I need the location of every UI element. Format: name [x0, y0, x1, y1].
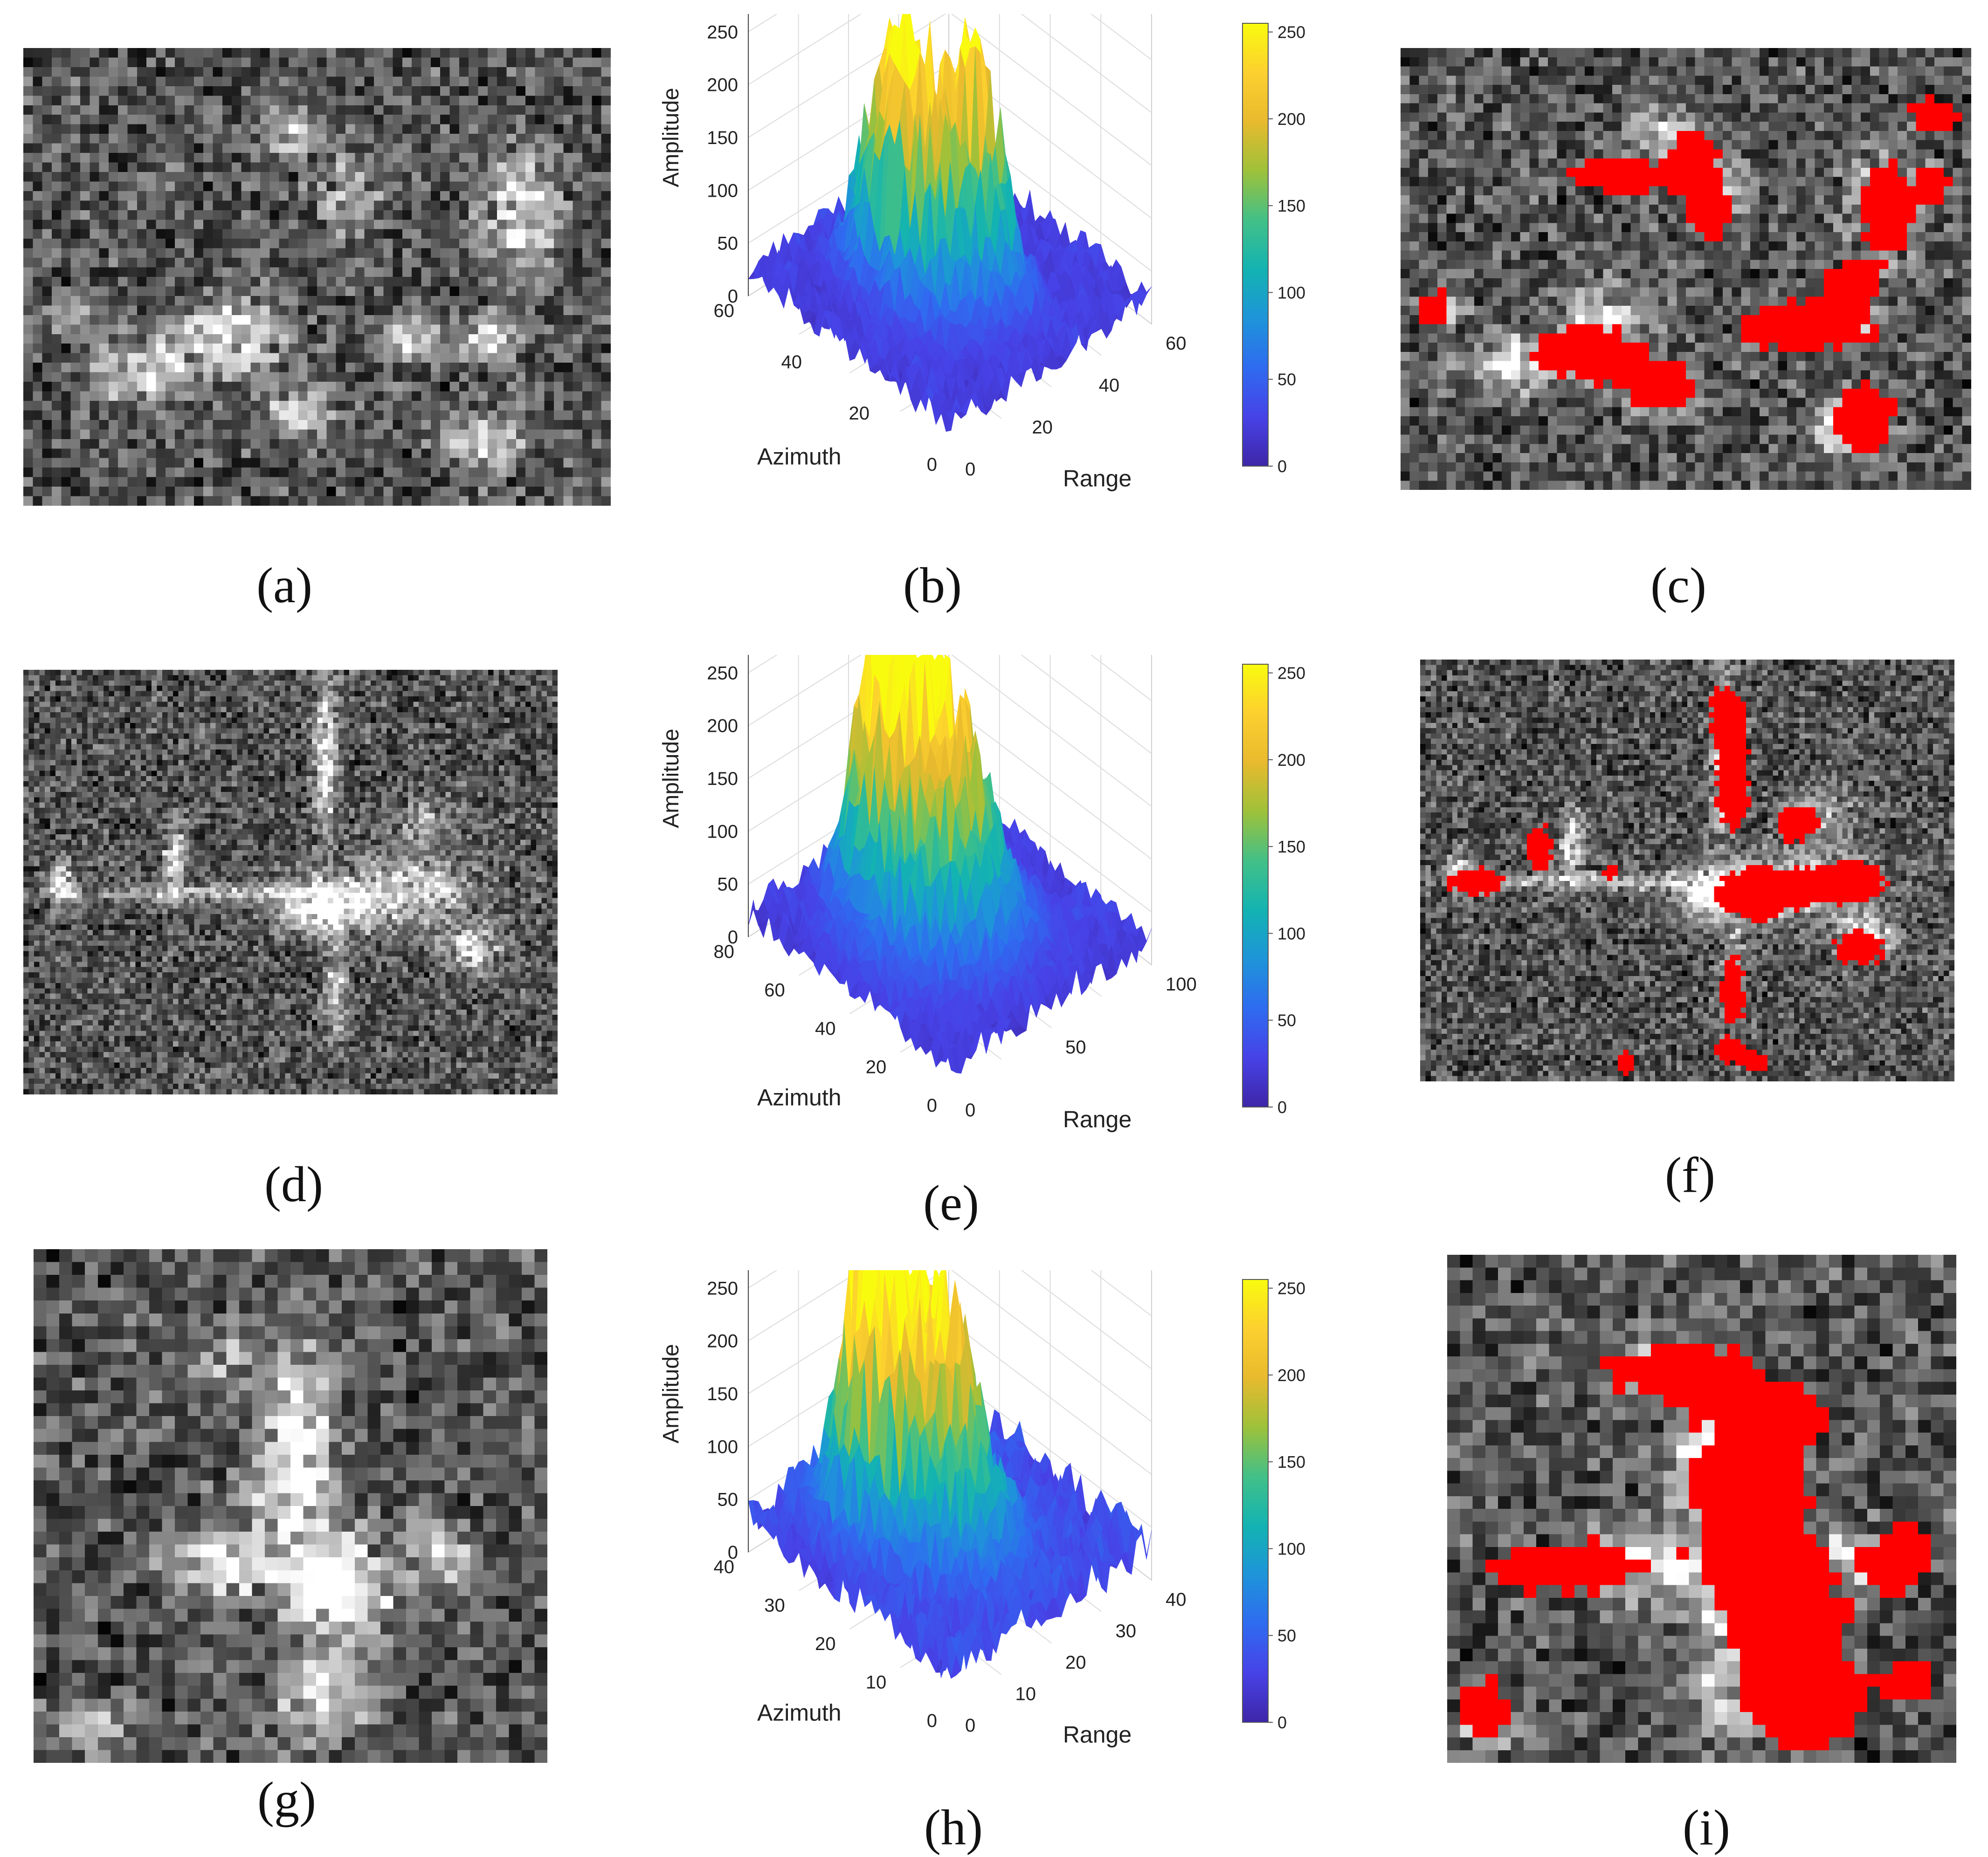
colorbar-tick-label: 250: [1277, 1279, 1305, 1298]
range-tick-label: 20: [1032, 417, 1053, 438]
azimuth-tick-label: 10: [866, 1672, 887, 1693]
sar-image-d: [23, 670, 558, 1094]
range-axis-label: Range: [1063, 466, 1132, 492]
colorbar-tick-label: 50: [1277, 1011, 1296, 1030]
range-tick-label: 50: [1065, 1037, 1086, 1058]
azimuth-tick-label: 80: [714, 942, 735, 962]
sar-mask-image-f: [1420, 660, 1954, 1081]
z-axis-label: Amplitude: [659, 88, 683, 187]
azimuth-tick-label: 0: [927, 454, 937, 475]
surface-plot-e: 050100150200250300Amplitude020406080Azim…: [620, 655, 1352, 1175]
range-tick-label: 0: [965, 459, 975, 480]
colorbar-tick-label: 100: [1277, 283, 1305, 302]
caption-b: (b): [863, 557, 1002, 615]
z-axis: 050100150200250300Amplitude: [659, 14, 748, 307]
azimuth-tick-label: 30: [764, 1596, 785, 1616]
colorbar: 0 50 100 150 200 250: [1242, 1279, 1305, 1732]
z-tick-label: 100: [707, 1437, 738, 1457]
azimuth-tick-label: 60: [714, 301, 735, 321]
colorbar-tick-label: 150: [1277, 837, 1305, 856]
surface-plot-h: 050100150200250300Amplitude010203040Azim…: [620, 1270, 1352, 1788]
z-tick-label: 100: [707, 821, 738, 842]
z-tick-label: 250: [707, 663, 738, 683]
range-axis-label: Range: [1063, 1722, 1132, 1748]
caption-i: (i): [1636, 1799, 1776, 1857]
colorbar-tick-label: 0: [1277, 457, 1287, 476]
z-tick-label: 250: [707, 1278, 738, 1299]
colorbar-tick-label: 200: [1277, 750, 1305, 770]
colorbar-gradient: [1242, 23, 1268, 466]
surface-plot-b: 050100150200250300Amplitude0204060Azimut…: [620, 14, 1352, 531]
z-tick-label: 50: [718, 874, 739, 895]
caption-c: (c): [1608, 557, 1748, 615]
range-tick-label: 30: [1116, 1621, 1137, 1642]
colorbar-tick-label: 50: [1277, 1626, 1296, 1645]
caption-a: (a): [214, 557, 354, 615]
colorbar-tick-label: 250: [1277, 23, 1305, 42]
azimuth-tick-label: 40: [781, 352, 802, 372]
z-tick-label: 200: [707, 75, 738, 96]
azimuth-axis-label: Azimuth: [757, 1700, 842, 1726]
colorbar-tick-label: 100: [1277, 924, 1305, 943]
colorbar-tick-label: 0: [1277, 1098, 1287, 1117]
range-tick-label: 40: [1166, 1589, 1187, 1610]
z-tick-label: 50: [718, 1490, 739, 1510]
range-tick-label: 20: [1065, 1652, 1086, 1673]
range-tick-label: 0: [965, 1100, 975, 1121]
caption-d: (d): [224, 1156, 364, 1214]
colorbar-gradient: [1242, 664, 1268, 1107]
colorbar-tick-label: 250: [1277, 664, 1305, 683]
z-tick-label: 150: [707, 128, 738, 148]
colorbar: 0 50 100 150 200 250: [1242, 23, 1305, 476]
z-tick-label: 200: [707, 1331, 738, 1352]
azimuth-tick-label: 40: [714, 1557, 735, 1577]
sar-image-a: [23, 48, 611, 506]
colorbar-tick-label: 150: [1277, 196, 1305, 215]
z-axis-label: Amplitude: [659, 729, 683, 828]
azimuth-tick-label: 20: [815, 1634, 836, 1654]
azimuth-tick-label: 0: [927, 1711, 937, 1731]
azimuth-tick-label: 60: [764, 980, 785, 1001]
caption-h: (h): [884, 1799, 1023, 1857]
colorbar-gradient: [1242, 1279, 1268, 1722]
azimuth-axis-label: Azimuth: [757, 1085, 842, 1111]
colorbar-tick-label: 200: [1277, 1366, 1305, 1385]
range-tick-label: 10: [1015, 1684, 1036, 1705]
z-tick-label: 200: [707, 716, 738, 736]
caption-f: (f): [1620, 1147, 1760, 1204]
z-axis: 050100150200250300Amplitude: [659, 655, 748, 948]
z-axis-label: Amplitude: [659, 1344, 683, 1443]
z-tick-label: 150: [707, 769, 738, 789]
colorbar-tick-label: 100: [1277, 1539, 1305, 1558]
sar-image-g: [34, 1249, 547, 1763]
azimuth-tick-label: 0: [927, 1095, 937, 1116]
z-tick-label: 250: [707, 22, 738, 42]
azimuth-tick-label: 20: [866, 1057, 887, 1078]
colorbar-tick-label: 200: [1277, 110, 1305, 129]
azimuth-tick-label: 20: [849, 403, 870, 424]
azimuth-tick-label: 40: [815, 1018, 836, 1039]
z-tick-label: 50: [718, 234, 739, 254]
colorbar: 0 50 100 150 200 250: [1242, 664, 1305, 1117]
range-tick-label: 100: [1166, 974, 1197, 995]
sar-mask-image-c: [1401, 48, 1971, 490]
colorbar-tick-label: 0: [1277, 1713, 1287, 1732]
caption-g: (g): [217, 1771, 357, 1829]
range-axis-label: Range: [1063, 1107, 1132, 1133]
range-tick-label: 40: [1099, 375, 1120, 396]
z-axis: 050100150200250300Amplitude: [659, 1270, 748, 1563]
z-tick-label: 150: [707, 1384, 738, 1404]
colorbar-tick-label: 50: [1277, 370, 1296, 389]
z-tick-label: 100: [707, 180, 738, 201]
sar-mask-image-i: [1447, 1255, 1956, 1763]
range-tick-label: 60: [1166, 333, 1187, 354]
colorbar-tick-label: 150: [1277, 1452, 1305, 1472]
azimuth-axis-label: Azimuth: [757, 444, 842, 470]
range-tick-label: 0: [965, 1715, 975, 1736]
caption-e: (e): [881, 1175, 1021, 1232]
